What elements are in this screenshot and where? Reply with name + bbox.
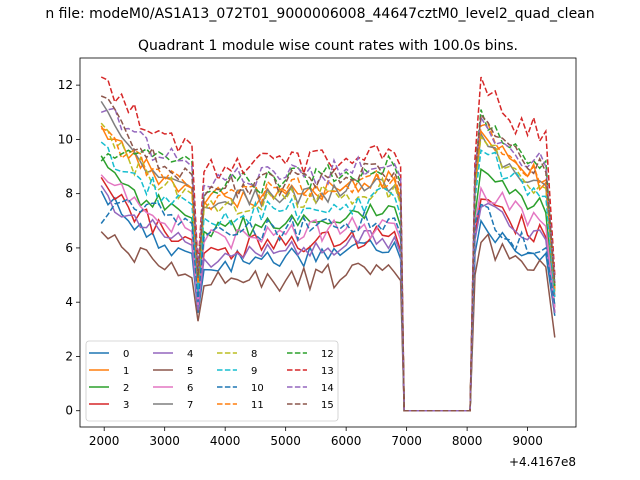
series-line-9 (100, 141, 556, 412)
y-tick-label: 12 (58, 78, 73, 92)
y-tick-label: 2 (65, 349, 73, 363)
x-tick-label: 7000 (391, 434, 422, 448)
y-tick-label: 10 (58, 132, 73, 146)
legend-label-3: 3 (123, 400, 129, 411)
legend-label-11: 11 (251, 400, 264, 411)
legend-label-2: 2 (123, 383, 129, 394)
legend-label-12: 12 (321, 349, 334, 360)
legend-label-10: 10 (251, 383, 264, 394)
x-tick-label: 8000 (452, 434, 483, 448)
legend-label-5: 5 (187, 366, 193, 377)
series-line-4 (100, 185, 556, 412)
series-line-5 (100, 231, 556, 412)
axes-title: Quadrant 1 module wise count rates with … (138, 38, 518, 54)
series-line-3 (100, 177, 556, 412)
x-tick-label: 2000 (89, 434, 120, 448)
legend-label-14: 14 (321, 383, 334, 394)
x-tick-label: 6000 (331, 434, 362, 448)
x-tick-label: 4000 (210, 434, 241, 448)
series-line-13 (100, 76, 556, 412)
y-axis: 0 2 4 6 8 10 12 (58, 78, 80, 418)
series-line-1 (100, 125, 556, 412)
y-tick-label: 4 (65, 295, 73, 309)
series-line-15 (100, 95, 556, 412)
series-line-6 (100, 174, 556, 412)
series-line-11 (100, 122, 556, 412)
y-tick-label: 8 (65, 187, 73, 201)
figure-suptitle: n file: modeM0/AS1A13_072T01_9000006008_… (45, 6, 594, 22)
series-line-10 (100, 198, 556, 412)
x-tick-label: 5000 (270, 434, 301, 448)
y-tick-label: 0 (65, 404, 73, 418)
legend-label-13: 13 (321, 366, 334, 377)
y-tick-label: 6 (65, 241, 73, 255)
series-line-2 (100, 155, 556, 412)
x-tick-label: 3000 (149, 434, 180, 448)
legend-label-15: 15 (321, 400, 334, 411)
x-offset-label: +4.4167e8 (509, 455, 576, 469)
series-line-8 (100, 122, 556, 412)
legend-label-7: 7 (187, 400, 193, 411)
x-axis: 2000 3000 4000 5000 6000 7000 8000 9000 (89, 427, 543, 448)
legend-label-8: 8 (251, 349, 257, 360)
legend-box (85, 340, 339, 422)
legend-label-4: 4 (187, 349, 193, 360)
legend-label-9: 9 (251, 366, 257, 377)
plot-frame (79, 57, 577, 428)
legend-label-6: 6 (187, 383, 193, 394)
series-line-14 (100, 107, 556, 412)
x-tick-label: 9000 (512, 434, 543, 448)
series-line-0 (100, 190, 556, 412)
legend-label-1: 1 (123, 366, 129, 377)
series-layer (100, 76, 556, 412)
series-line-7 (100, 100, 556, 412)
legend-label-0: 0 (123, 349, 129, 360)
